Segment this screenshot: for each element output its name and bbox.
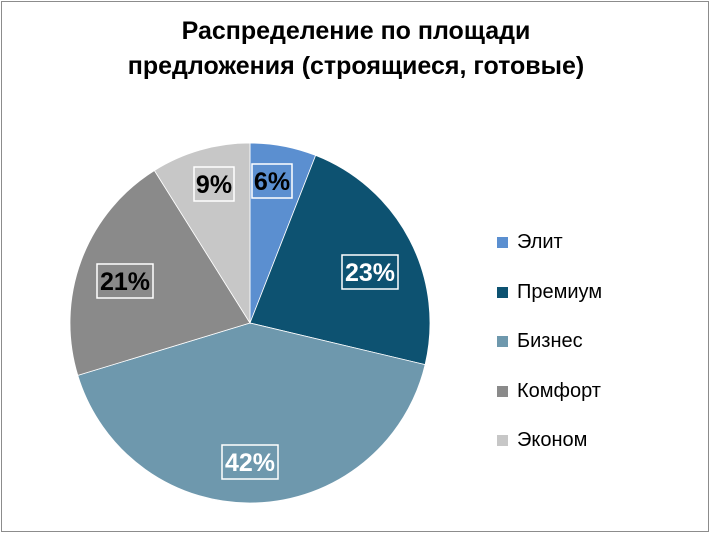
pie-slice-comfort — [69, 169, 251, 376]
legend-label-elit: Элит — [517, 231, 563, 254]
pie-slice-premium — [249, 154, 431, 366]
pie-data-labels: 6% 23% 42% 21% 9% — [96, 163, 399, 480]
legend-item-econom: Эконом — [497, 416, 602, 466]
pie-slices — [69, 142, 431, 504]
legend-swatch-comfort — [497, 385, 508, 397]
legend-item-comfort: Комфорт — [497, 367, 602, 417]
legend-label-business: Бизнес — [517, 330, 583, 353]
data-label-text-comfort: 21% — [100, 268, 150, 296]
data-label-elit: 6% — [251, 163, 293, 199]
data-label-econom: 9% — [193, 166, 235, 202]
legend-item-elit: Элит — [497, 218, 602, 268]
legend-item-business: Бизнес — [497, 317, 602, 367]
legend-label-econom: Эконом — [517, 429, 588, 452]
legend-swatch-econom — [497, 435, 508, 447]
data-label-premium: 23% — [341, 254, 399, 290]
legend-label-comfort: Комфорт — [517, 379, 601, 402]
legend-swatch-business — [497, 336, 508, 348]
legend-item-premium: Премиум — [497, 268, 602, 318]
chart-title: Распределение по площади предложения (ст… — [0, 14, 712, 84]
data-label-text-elit: 6% — [254, 168, 290, 196]
legend-swatch-premium — [497, 286, 508, 298]
data-label-text-premium: 23% — [345, 259, 395, 287]
chart-legend: Элит Премиум Бизнес Комфорт Эконом — [497, 218, 602, 466]
data-label-text-econom: 9% — [196, 171, 232, 199]
chart-title-line-1: Распределение по площади — [181, 17, 531, 45]
pie-slice-econom — [153, 142, 251, 325]
chart-title-line-2: предложения (строящиеся, готовые) — [127, 52, 585, 80]
legend-swatch-elit — [497, 237, 508, 249]
pie-slice-business — [77, 322, 426, 504]
legend-label-premium: Премиум — [517, 280, 603, 303]
data-label-text-business: 42% — [225, 449, 275, 477]
data-label-comfort: 21% — [96, 263, 154, 299]
data-label-business: 42% — [221, 444, 279, 480]
